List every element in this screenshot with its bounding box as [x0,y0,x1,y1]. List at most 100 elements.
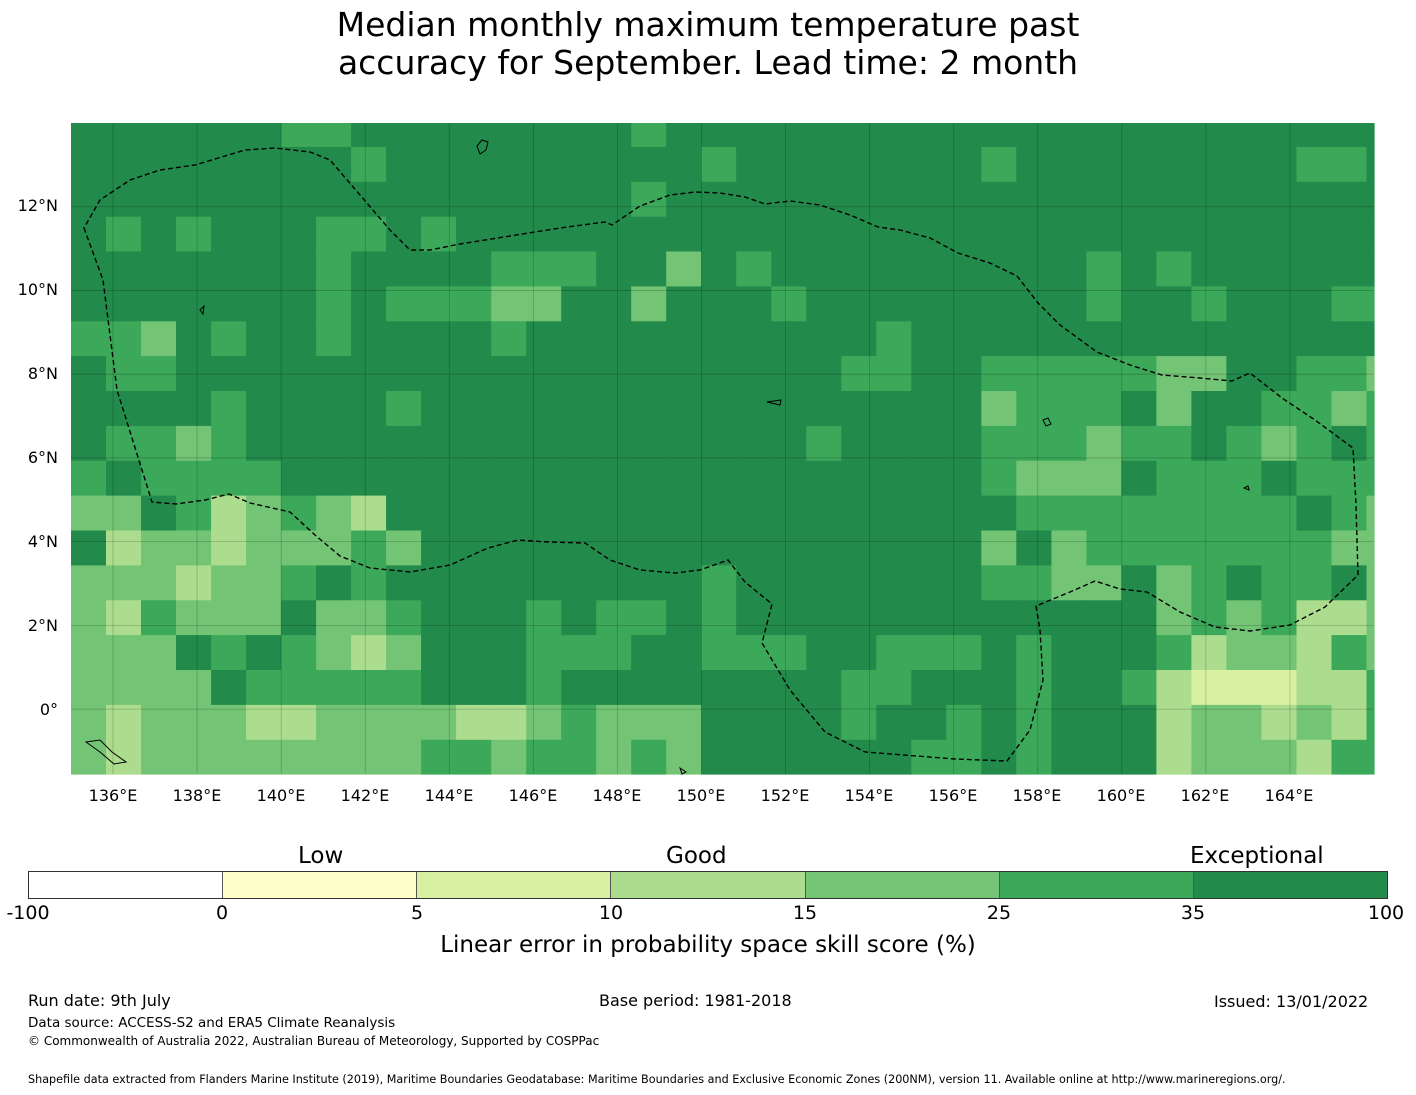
skill-cell [1156,320,1192,357]
skill-cell [386,181,422,217]
skill-cell [386,739,422,775]
skill-cell [911,599,947,636]
skill-cell [631,425,667,461]
colorbar-segment-25-35 [999,872,1194,898]
skill-cell [316,495,352,531]
skill-cell [351,390,387,426]
skill-cell [386,355,422,391]
skill-cell [1016,460,1052,496]
skill-cell [1226,460,1262,496]
skill-cell [141,669,177,705]
skill-cell [1331,181,1368,217]
skill-cell [316,425,352,461]
lon-label-142e: 142°E [340,786,390,805]
skill-cell [71,495,107,531]
skill-cell [1331,285,1368,322]
skill-cell [1191,390,1227,426]
skill-cell [561,123,597,147]
island-outlines [84,139,1250,775]
skill-cell [1366,634,1375,670]
skill-cell [1156,123,1192,147]
skill-cell [316,250,352,287]
skill-cell [176,285,212,322]
skill-cell [1121,529,1157,566]
skill-cell [631,355,667,391]
skill-cell [1366,529,1375,566]
skill-cell [1191,529,1227,566]
skill-cell [281,355,317,391]
skill-cell [316,669,352,705]
lon-label-148e: 148°E [592,786,642,805]
skill-cell [211,216,247,252]
skill-cell [176,634,212,670]
skill-cell [1051,355,1087,391]
skill-cell [911,181,947,217]
skill-cell [1016,320,1052,357]
skill-cell [981,564,1017,601]
skill-cell [841,285,877,322]
skill-cell [1051,529,1087,566]
skill-cell [316,529,352,566]
skill-cell [141,355,177,391]
skill-cell [981,320,1017,357]
skill-cell [771,704,807,740]
skill-cell [491,250,527,287]
lon-label-162e: 162°E [1180,786,1230,805]
skill-cell [1156,739,1192,775]
skill-cell [1226,564,1262,601]
skill-cell [421,460,457,496]
skill-cell [666,216,702,252]
skill-cell [351,669,387,705]
skill-cell [666,739,702,775]
skill-cell [386,216,422,252]
skill-cell [141,181,177,217]
skill-cell [981,181,1017,217]
skill-cell [456,285,492,322]
skill-cell [211,599,247,636]
skill-cell [491,390,527,426]
lon-label-136e: 136°E [88,786,138,805]
skill-cell [421,529,457,566]
skill-cell [1331,355,1368,391]
skill-cell [351,320,387,357]
skill-cell [631,216,667,252]
skill-cell [1296,739,1333,775]
skill-cell [701,495,737,531]
skill-cell [911,216,947,252]
skill-cell [1051,123,1087,147]
skill-cell [106,123,142,147]
skill-cell [526,704,562,740]
skill-cell [491,634,527,670]
skill-cell [911,123,947,147]
skill-cell [1261,460,1297,496]
skill-cell [666,123,702,147]
skill-cell [141,146,177,182]
skill-cell [281,599,317,636]
lon-label-164e: 164°E [1264,786,1314,805]
skill-cell [631,285,667,322]
skill-cell [281,739,317,775]
skill-cell [1121,355,1157,391]
skill-cell [211,704,247,740]
skill-cell [281,320,317,357]
skill-cell [1051,320,1087,357]
skill-cell [841,425,877,461]
skill-cell [701,250,737,287]
skill-cell [1331,216,1368,252]
skill-cell [911,285,947,322]
skill-cell [316,285,352,322]
colorbar-segment-5-10 [417,872,612,898]
skill-cell [701,425,737,461]
skill-cell [211,739,247,775]
skill-cell [106,390,142,426]
skill-cell [981,216,1017,252]
skill-cell [806,669,842,705]
skill-cell [701,529,737,566]
skill-cell [596,146,632,182]
skill-cell [421,320,457,357]
skill-cell [386,669,422,705]
skill-cell [386,146,422,182]
skill-cell [841,181,877,217]
skill-cell [701,216,737,252]
skill-cell [1051,390,1087,426]
